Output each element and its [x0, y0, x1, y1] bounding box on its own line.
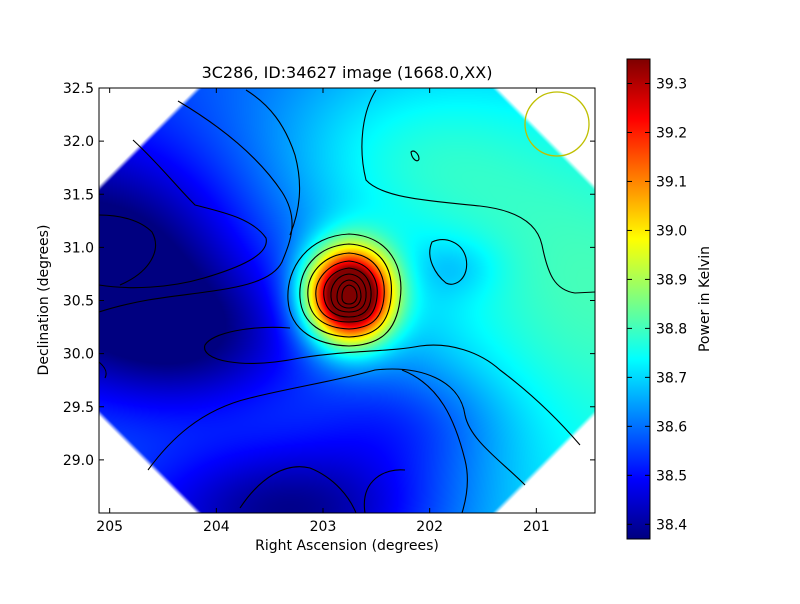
plot-area [99, 88, 595, 513]
y-tick-label: 31.5 [63, 187, 94, 203]
y-tick-label: 32.5 [63, 81, 94, 97]
colorbar-tick-label: 38.5 [656, 468, 687, 484]
colorbar-label: Power in Kelvin [697, 246, 713, 352]
colorbar-gradient [626, 58, 651, 540]
y-axis-label: Declination (degrees) [36, 225, 52, 376]
chart-title: 3C286, ID:34627 image (1668.0,XX) [202, 63, 493, 82]
y-axis: 29.0 29.5 30.0 30.5 31.0 31.5 32.0 32.5 [63, 81, 595, 469]
colorbar-tick-label: 38.8 [656, 321, 687, 337]
y-tick-label: 32.0 [63, 134, 94, 150]
y-tick-label: 29.5 [63, 400, 94, 416]
colorbar: 38.4 38.5 38.6 38.7 38.8 38.9 39.0 39.1 39.2 39.3… [626, 58, 713, 540]
colorbar-ticks: 38.4 38.5 38.6 38.7 38.8 38.9 39.0 39.1 39.2 39.3 [627, 76, 687, 533]
y-tick-label: 30.5 [63, 294, 94, 310]
x-tick-label: 205 [96, 519, 123, 535]
x-tick-label: 203 [310, 519, 337, 535]
x-tick-label: 202 [416, 519, 443, 535]
contour-lines [99, 89, 595, 513]
heatmap-image [99, 88, 595, 513]
x-tick-label: 204 [203, 519, 230, 535]
colorbar-tick-label: 39.1 [656, 174, 687, 190]
colorbar-tick-label: 38.6 [656, 419, 687, 435]
y-tick-label: 29.0 [63, 453, 94, 469]
colorbar-tick-label: 38.7 [656, 370, 687, 386]
colorbar-tick-label: 38.4 [656, 517, 687, 533]
colorbar-tick-label: 39.2 [656, 125, 687, 141]
colorbar-tick-label: 38.9 [656, 272, 687, 288]
y-tick-label: 30.0 [63, 347, 94, 363]
x-tick-label: 201 [523, 519, 550, 535]
beam-marker-circle [524, 91, 590, 157]
colorbar-tick-label: 39.0 [656, 223, 687, 239]
x-axis: 205 204 203 202 201 [96, 88, 550, 535]
y-tick-label: 31.0 [63, 240, 94, 256]
x-axis-label: Right Ascension (degrees) [255, 538, 439, 554]
colorbar-tick-label: 39.3 [656, 76, 687, 92]
